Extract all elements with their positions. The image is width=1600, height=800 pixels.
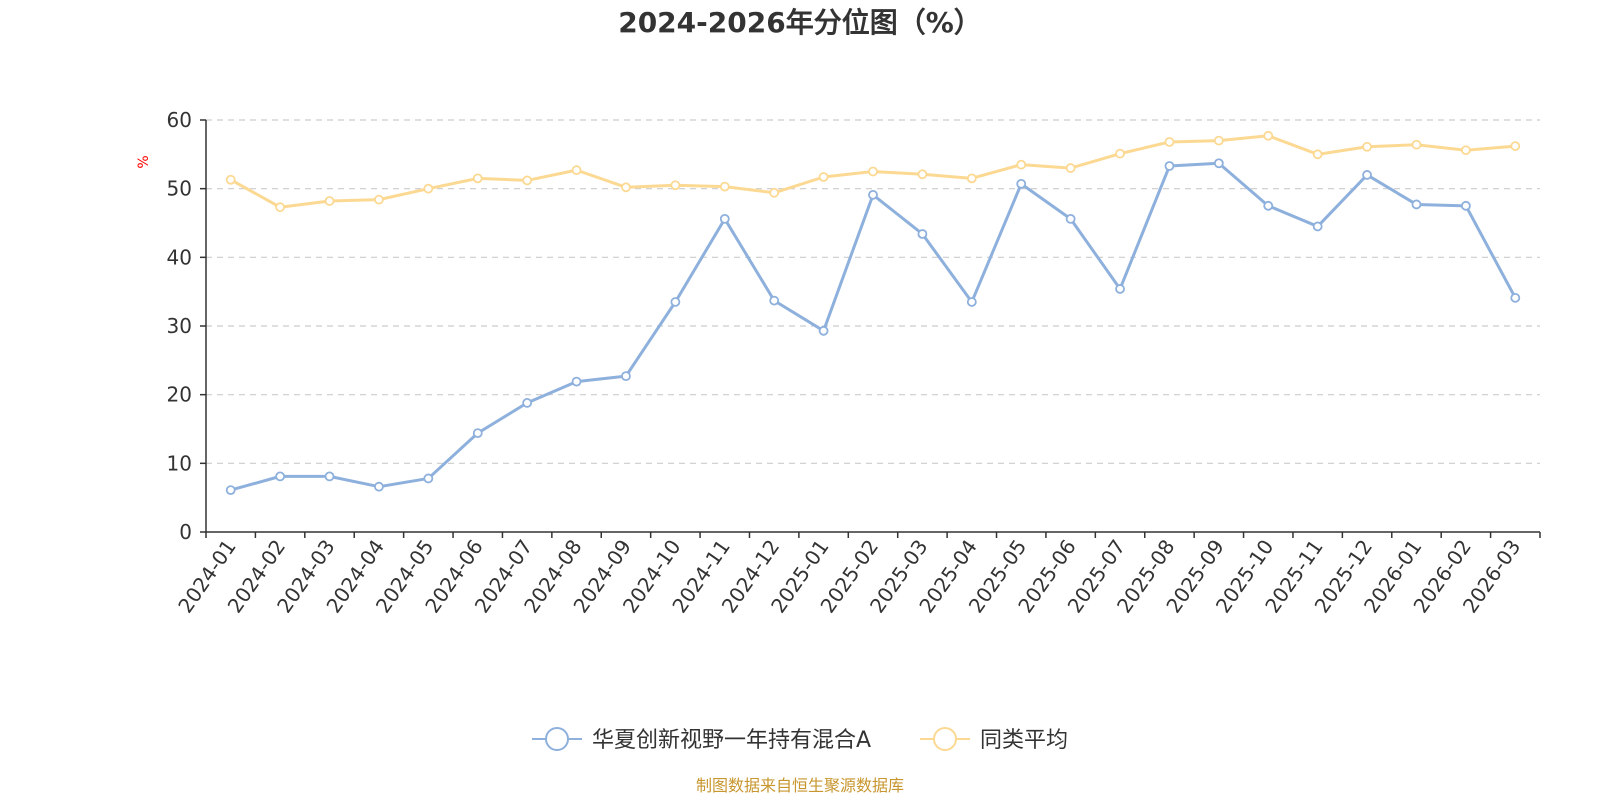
y-tick-label: 0 — [179, 520, 192, 544]
data-point[interactable] — [1411, 199, 1422, 210]
data-point[interactable] — [670, 297, 681, 307]
data-point[interactable] — [324, 471, 335, 482]
data-point[interactable] — [1164, 161, 1175, 171]
y-tick-label: 60 — [167, 108, 192, 132]
data-point[interactable] — [1065, 163, 1076, 173]
data-point[interactable] — [522, 398, 533, 408]
data-point[interactable] — [1362, 141, 1372, 152]
data-point[interactable] — [966, 173, 977, 184]
data-point[interactable] — [1460, 200, 1471, 211]
data-point[interactable] — [324, 196, 335, 206]
series-line — [230, 161, 1517, 492]
data-point[interactable] — [917, 229, 928, 239]
y-axis-unit-label: % — [136, 155, 152, 168]
data-point[interactable] — [719, 181, 730, 192]
y-tick-label: 10 — [167, 451, 192, 475]
data-point[interactable] — [374, 194, 384, 205]
y-tick-label: 40 — [167, 245, 192, 269]
legend[interactable]: 华夏创新视野一年持有混合A 同类平均 — [532, 727, 1068, 753]
data-point[interactable] — [621, 371, 631, 382]
data-point[interactable] — [818, 325, 829, 336]
data-point[interactable] — [571, 376, 582, 387]
data-point[interactable] — [1510, 141, 1521, 151]
data-point[interactable] — [719, 213, 730, 224]
data-point[interactable] — [522, 175, 533, 186]
series-lines — [225, 130, 1521, 496]
legend-marker-swatch — [545, 727, 569, 751]
data-point[interactable] — [1213, 135, 1224, 146]
data-point[interactable] — [868, 189, 878, 200]
data-point[interactable] — [966, 297, 977, 307]
data-point[interactable] — [1510, 292, 1521, 303]
data-point[interactable] — [374, 481, 384, 492]
data-point[interactable] — [275, 471, 286, 482]
data-point[interactable] — [1312, 149, 1323, 160]
data-point[interactable] — [225, 485, 236, 496]
series-0 — [225, 158, 1521, 496]
data-point[interactable] — [1016, 159, 1027, 170]
data-point[interactable] — [868, 166, 878, 177]
data-point[interactable] — [1263, 130, 1274, 141]
legend-item[interactable]: 同类平均 — [920, 727, 1068, 753]
data-point[interactable] — [818, 172, 829, 182]
legend-item[interactable]: 华夏创新视野一年持有混合A — [532, 727, 871, 753]
data-point[interactable] — [1115, 148, 1125, 159]
data-point[interactable] — [917, 169, 928, 180]
data-point[interactable] — [621, 182, 631, 193]
data-point[interactable] — [571, 165, 582, 176]
x-axis-ticks: 2024-012024-022024-032024-042024-052024-… — [173, 532, 1541, 617]
data-source-note: 制图数据来自恒生聚源数据库 — [696, 776, 904, 795]
data-point[interactable] — [1312, 221, 1323, 232]
data-point[interactable] — [1164, 137, 1175, 147]
grid-lines — [206, 119, 1540, 464]
legend-label: 同类平均 — [980, 728, 1068, 753]
chart-title: 2024-2026年分位图（%） — [618, 6, 982, 39]
data-point[interactable] — [769, 295, 780, 306]
legend-marker-swatch — [933, 727, 957, 751]
series-1 — [225, 130, 1521, 213]
data-point[interactable] — [1411, 139, 1422, 150]
data-point[interactable] — [275, 202, 286, 213]
data-point[interactable] — [769, 187, 780, 198]
data-point[interactable] — [1213, 158, 1224, 169]
data-point[interactable] — [225, 174, 236, 185]
y-tick-label: 50 — [167, 177, 192, 201]
data-point[interactable] — [670, 180, 681, 191]
y-tick-label: 30 — [167, 314, 192, 338]
data-point[interactable] — [1065, 213, 1076, 224]
data-point[interactable] — [1460, 145, 1471, 156]
y-tick-label: 20 — [167, 383, 192, 407]
data-point[interactable] — [472, 428, 483, 439]
data-point[interactable] — [1115, 284, 1125, 294]
data-point[interactable] — [1362, 170, 1372, 180]
legend-label: 华夏创新视野一年持有混合A — [592, 728, 871, 753]
data-point[interactable] — [472, 173, 483, 184]
data-point[interactable] — [1016, 178, 1027, 189]
data-point[interactable] — [1263, 200, 1274, 211]
data-point[interactable] — [423, 473, 434, 484]
data-point[interactable] — [423, 183, 434, 194]
y-axis-ticks: 0 10 20 30 40 50 60 — [167, 108, 206, 544]
